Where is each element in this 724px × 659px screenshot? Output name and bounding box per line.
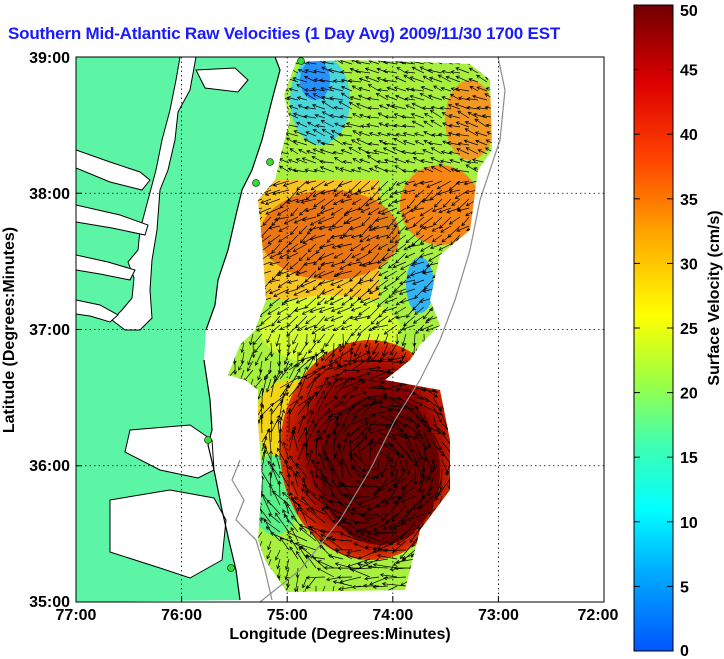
colorbar-tick-label: 40 [680, 127, 698, 144]
bathymetry-contour [259, 57, 506, 602]
colorbar: 0 5 10 15 20 25 30 35 40 45 50 Surface Velocity (c… [633, 3, 723, 659]
y-tick-label: 35:00 [29, 594, 70, 611]
y-tick-label: 39:00 [29, 50, 70, 67]
y-tick-label: 38:00 [29, 186, 70, 203]
y-tick-label: 36:00 [29, 458, 70, 475]
colorbar-tick-label: 30 [680, 256, 698, 273]
map-title: Southern Mid-Atlantic Raw Velocities (1 … [8, 24, 561, 43]
x-tick-label: 77:00 [56, 607, 97, 624]
x-tick-label: 73:00 [478, 607, 519, 624]
colorbar-label: Surface Velocity (cm/s) [706, 210, 723, 385]
colorbar-tick-label: 50 [680, 3, 698, 20]
colorbar-scale [633, 4, 674, 652]
station-marker [252, 179, 260, 187]
x-axis-label: Longitude (Degrees:Minutes) [229, 626, 450, 643]
y-tick-label: 37:00 [29, 322, 70, 339]
colorbar-tick-label: 15 [680, 450, 698, 467]
y-axis-label: Latitude (Degrees:Minutes) [1, 227, 18, 433]
station-marker [297, 57, 305, 65]
colorbar-tick-label: 20 [680, 386, 698, 403]
station-marker [227, 564, 235, 572]
station-marker [204, 436, 212, 444]
colorbar-tick-label: 0 [680, 643, 689, 659]
x-tick-label: 76:00 [161, 607, 202, 624]
x-tick-label: 72:00 [578, 607, 619, 624]
station-marker [266, 158, 274, 166]
gridlines [76, 57, 604, 602]
colorbar-tick-label: 10 [680, 515, 698, 532]
colorbar-tick-label: 35 [680, 192, 698, 209]
x-tick-label: 74:00 [372, 607, 413, 624]
colorbar-tick-label: 25 [680, 321, 698, 338]
radar-stations [204, 57, 305, 572]
x-tick-label: 75:00 [267, 607, 308, 624]
colorbar-tick-label: 45 [680, 63, 698, 80]
colorbar-tick-label: 5 [680, 579, 689, 596]
